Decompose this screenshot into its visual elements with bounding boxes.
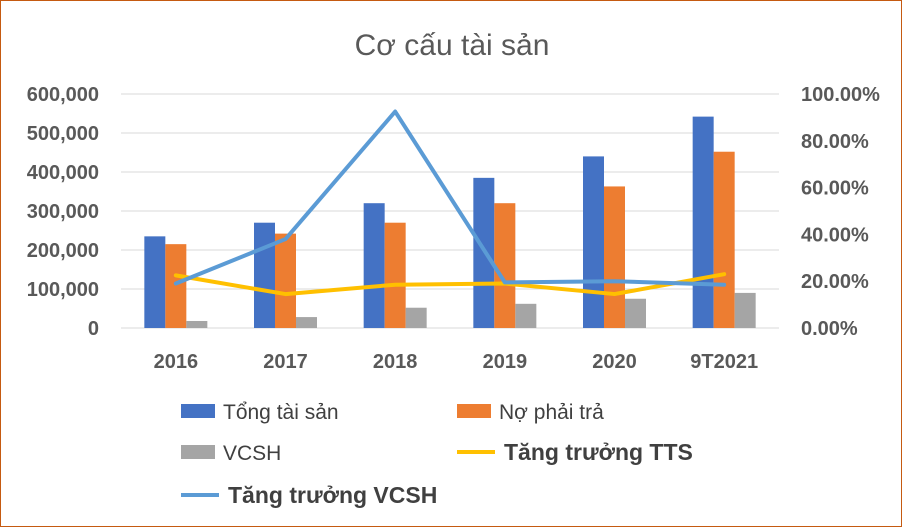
chart-title: Cơ cấu tài sản: [355, 29, 550, 62]
legend: Tổng tài sản Nợ phải trả VCSH Tăng trưởng T…: [181, 401, 693, 508]
y-right-tick-label: 100.00%: [801, 84, 880, 106]
x-tick-label: 2019: [483, 351, 528, 373]
lines: [173, 109, 727, 297]
legend-label: Tổng tài sản: [223, 401, 339, 424]
bar: [405, 307, 427, 328]
bar: [583, 156, 604, 328]
legend-label: Tăng trưởng VCSH: [228, 482, 437, 508]
legend-swatch: [181, 445, 215, 459]
y-left-tick-label: 300,000: [27, 201, 99, 223]
bar: [275, 233, 296, 328]
bar: [692, 116, 714, 329]
x-tick-label: 9T2021: [690, 351, 758, 373]
bar: [254, 222, 275, 328]
bar: [713, 151, 735, 328]
bar: [494, 203, 516, 328]
y-left-tick-label: 600,000: [27, 84, 99, 106]
bar: [165, 244, 187, 328]
bar: [384, 222, 406, 328]
legend-label: VCSH: [223, 442, 281, 465]
bars: [144, 116, 756, 329]
y-left-tick-label: 0: [88, 318, 99, 340]
y-right-tick-label: 80.00%: [801, 131, 869, 153]
y-right-tick-label: 40.00%: [801, 224, 869, 246]
bar: [144, 236, 166, 328]
x-tick-label: 2020: [592, 351, 637, 373]
legend-swatch: [181, 404, 215, 418]
y-right-tick-label: 20.00%: [801, 271, 869, 293]
legend-label: Tăng trưởng TTS: [504, 439, 693, 465]
bar: [186, 320, 208, 328]
y-left-tick-label: 100,000: [27, 279, 99, 301]
legend-label: Nợ phải trả: [499, 401, 604, 424]
bar: [515, 303, 537, 328]
bar: [625, 298, 646, 328]
axes: 0 100,000 200,000 300,000 400,000 500,000 600,…: [27, 84, 880, 373]
y-right-tick-label: 0.00%: [801, 318, 858, 340]
y-right-tick-label: 60.00%: [801, 178, 869, 200]
series-line: [173, 272, 727, 297]
bar: [363, 203, 385, 328]
bar: [604, 186, 625, 328]
x-tick-label: 2018: [373, 351, 418, 373]
y-left-tick-label: 200,000: [27, 240, 99, 262]
bar: [296, 317, 317, 328]
y-left-tick-label: 400,000: [27, 162, 99, 184]
bar: [734, 292, 756, 328]
x-tick-label: 2017: [263, 351, 308, 373]
y-left-tick-label: 500,000: [27, 123, 99, 145]
x-tick-label: 2016: [154, 351, 199, 373]
series-line: [173, 109, 727, 287]
legend-swatch: [457, 404, 491, 418]
gridlines: [121, 93, 779, 329]
